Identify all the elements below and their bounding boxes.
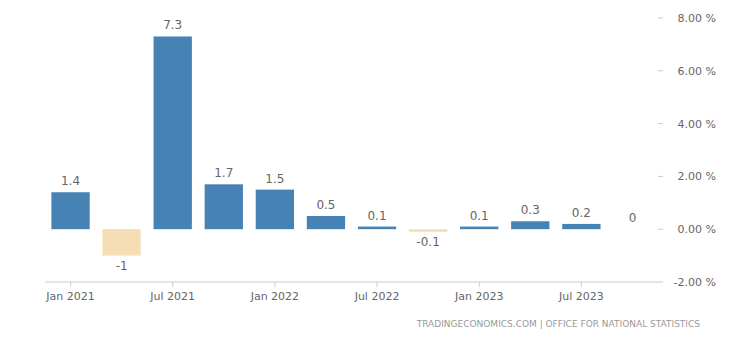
x-tick xyxy=(172,282,173,287)
data-label: -0.1 xyxy=(416,235,439,249)
x-tick-label: Jul 2022 xyxy=(354,290,400,303)
bar xyxy=(511,221,549,229)
data-label: 0.3 xyxy=(521,203,540,217)
x-tick xyxy=(479,282,480,287)
data-label: 0 xyxy=(629,211,637,225)
bar xyxy=(256,190,294,230)
bar xyxy=(51,192,89,229)
x-tick xyxy=(377,282,378,287)
y-tick xyxy=(658,70,663,71)
bar xyxy=(460,227,498,230)
data-label: 1.5 xyxy=(265,172,284,186)
bar xyxy=(205,184,243,229)
y-tick-label: -2.00 % xyxy=(674,276,716,289)
data-label: 0.1 xyxy=(470,209,489,223)
bar xyxy=(562,224,600,229)
data-label: 7.3 xyxy=(163,18,182,32)
x-tick-label: Jan 2021 xyxy=(45,290,94,303)
y-tick xyxy=(658,229,663,230)
x-tick xyxy=(581,282,582,287)
bar xyxy=(358,227,396,230)
x-tick-label: Jan 2022 xyxy=(250,290,299,303)
chart-container: -2.00 % 0.00 % 2.00 % 4.00 % 6.00 % 8.00 % 1.4… xyxy=(0,0,730,340)
source: TRADINGECONOMICS.COM | OFFICE FOR NATION… xyxy=(416,319,701,329)
x-tick-label: Jan 2023 xyxy=(454,290,503,303)
chart-svg: -2.00 % 0.00 % 2.00 % 4.00 % 6.00 % 8.00 % 1.4… xyxy=(0,0,730,340)
bars xyxy=(51,36,600,255)
bar xyxy=(409,229,447,232)
y-tick-label: 2.00 % xyxy=(678,170,716,183)
data-label: 0.5 xyxy=(316,198,335,212)
x-axis-line xyxy=(45,282,658,283)
bar xyxy=(102,229,140,255)
y-tick-label: 6.00 % xyxy=(678,65,716,78)
data-label: 0.1 xyxy=(367,209,386,223)
x-tick xyxy=(70,282,71,287)
x-tick-label: Jul 2023 xyxy=(558,290,604,303)
x-tick-label: Jul 2021 xyxy=(149,290,195,303)
bar xyxy=(154,36,192,229)
x-tick xyxy=(274,282,275,287)
y-tick xyxy=(658,123,663,124)
bar xyxy=(307,216,345,229)
data-label: -1 xyxy=(116,259,128,273)
data-label: 1.7 xyxy=(214,166,233,180)
data-label: 1.4 xyxy=(61,174,80,188)
y-tick xyxy=(658,18,663,19)
y-tick-label: 8.00 % xyxy=(678,12,716,25)
y-tick-label: 0.00 % xyxy=(678,223,716,236)
y-tick-label: 4.00 % xyxy=(678,118,716,131)
y-tick xyxy=(658,282,663,283)
data-label: 0.2 xyxy=(572,206,591,220)
bar xyxy=(613,229,651,230)
y-tick xyxy=(658,176,663,177)
